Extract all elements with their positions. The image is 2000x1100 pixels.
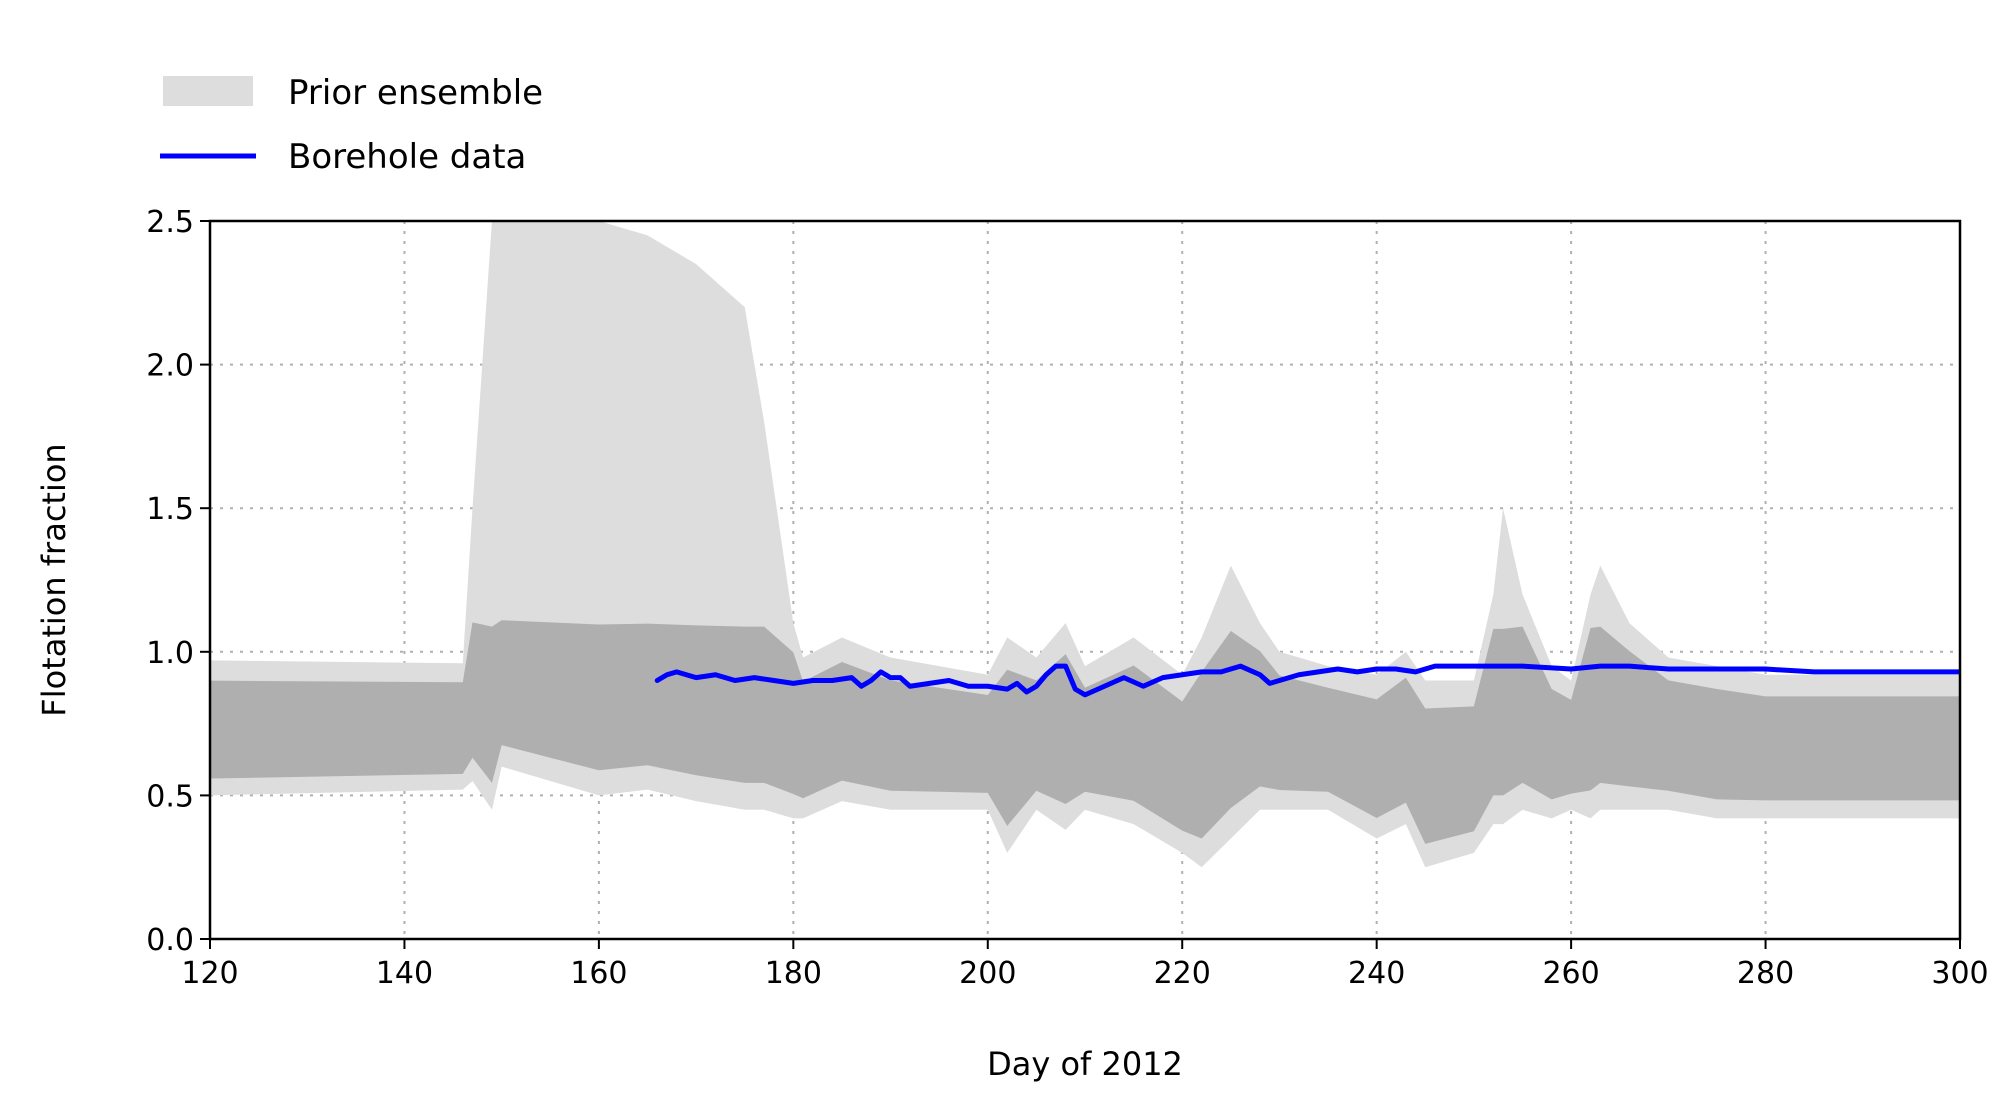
- y-axis: 0.0 0.5 1.0 1.5 2.0 2.5: [146, 205, 210, 958]
- x-tick-label-260: 260: [1542, 956, 1599, 991]
- x-tick-label-240: 240: [1348, 956, 1405, 991]
- borehole-data: [654, 663, 1960, 698]
- x-axis-label: Day of 2012: [987, 1045, 1183, 1083]
- x-tick-label-200: 200: [959, 956, 1016, 991]
- x-tick-label-160: 160: [570, 956, 627, 991]
- borehole-line: [654, 663, 1960, 698]
- y-tick-label-5: 2.5: [146, 205, 194, 240]
- y-tick-label-3: 1.5: [146, 492, 194, 527]
- ensemble-core: [210, 620, 1960, 844]
- y-tick-label-2: 1.0: [146, 636, 194, 671]
- y-axis-label: Flotation fraction: [35, 443, 73, 716]
- legend-label-borehole-data: Borehole data: [288, 137, 526, 177]
- x-tick-label-120: 120: [181, 956, 238, 991]
- x-tick-label-280: 280: [1737, 956, 1794, 991]
- legend-swatch-prior-ensemble: [163, 76, 253, 106]
- legend-label-prior-ensemble: Prior ensemble: [288, 73, 543, 113]
- y-tick-label-0: 0.0: [146, 923, 194, 958]
- prior-ensemble: [210, 221, 1960, 868]
- plot-frame: [208, 219, 1962, 941]
- y-tick-label-1: 0.5: [146, 779, 194, 814]
- legend: Prior ensemble Borehole data: [160, 73, 543, 177]
- x-tick-label-140: 140: [376, 956, 433, 991]
- x-axis: 120 140 160 180 200 220 240 260 280 300: [181, 939, 1989, 991]
- x-tick-label-220: 220: [1154, 956, 1211, 991]
- x-tick-label-300: 300: [1931, 956, 1988, 991]
- x-tick-label-180: 180: [765, 956, 822, 991]
- y-tick-label-4: 2.0: [146, 349, 194, 384]
